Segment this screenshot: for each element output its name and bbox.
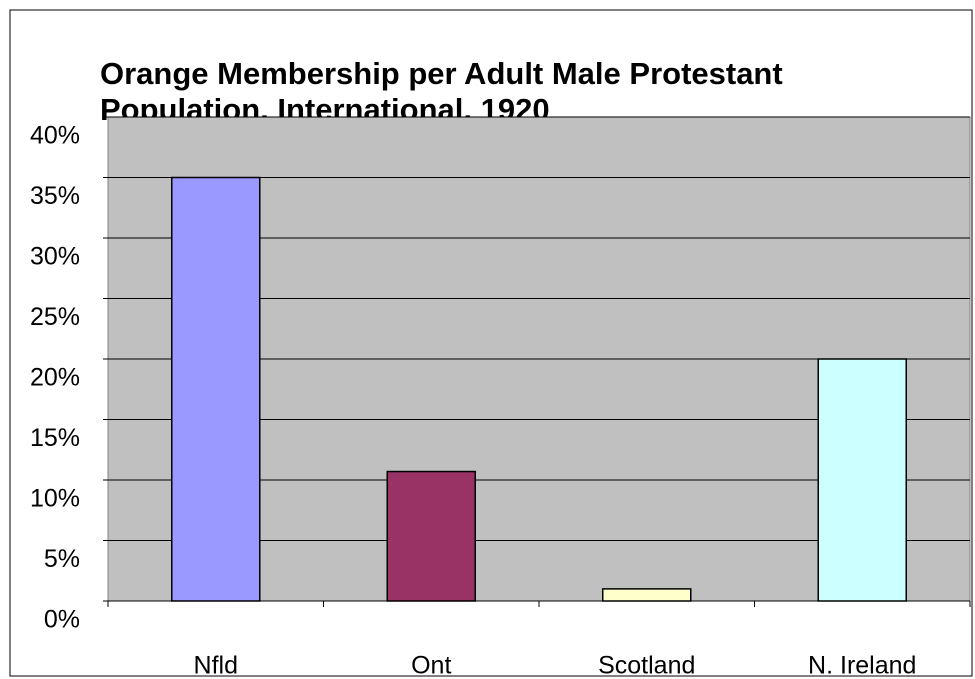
y-tick-label: 25% [30,303,80,331]
bar [817,358,907,602]
x-tick-label: N. Ireland [808,652,916,679]
bar [602,588,692,602]
y-tick-label: 40% [30,122,80,150]
y-tick-label: 30% [30,243,80,271]
y-tick-label: 10% [30,485,80,513]
bar [386,470,476,602]
x-tick-label: Nfld [194,652,238,679]
x-tick-label: Ont [411,652,451,679]
y-tick-label: 5% [44,545,80,573]
y-tick-label: 20% [30,364,80,392]
bar [171,176,261,602]
y-tick-label: 35% [30,182,80,210]
chart-title: Orange Membership per Adult Male Protest… [100,56,783,91]
x-tick-label: Scotland [598,652,695,679]
y-tick-label: 15% [30,424,80,452]
y-tick-label: 0% [44,606,80,634]
